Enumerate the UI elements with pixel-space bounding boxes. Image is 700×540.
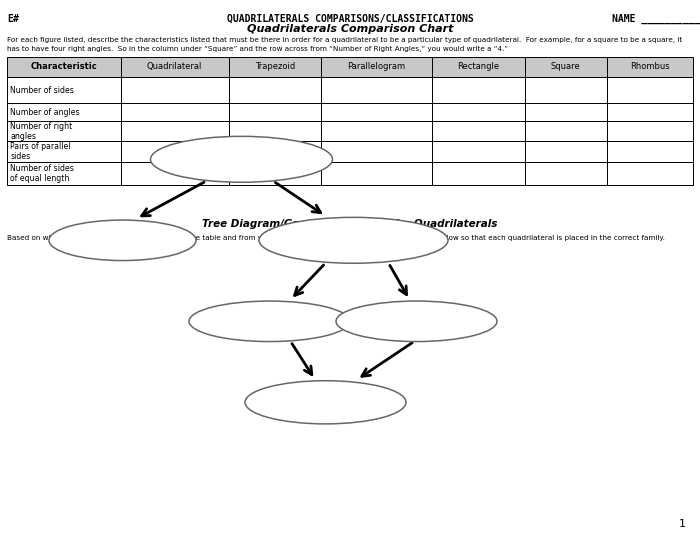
Bar (7, 141, 120, 162)
Ellipse shape (150, 137, 332, 183)
Text: Rectangle: Rectangle (457, 63, 500, 71)
Text: Rhombus: Rhombus (630, 63, 670, 71)
Bar (229, 141, 321, 162)
Bar (432, 57, 524, 77)
Text: Number of right
angles: Number of right angles (10, 122, 73, 141)
Text: Characteristic: Characteristic (30, 63, 97, 71)
Bar (524, 141, 607, 162)
Text: Quadrilaterals Comparison Chart: Quadrilaterals Comparison Chart (246, 24, 454, 35)
Bar (607, 103, 693, 121)
Bar (321, 121, 432, 141)
Bar (229, 103, 321, 121)
Text: Number of sides
of equal length: Number of sides of equal length (10, 164, 74, 183)
Bar (607, 77, 693, 103)
Text: has to have four right angles.  So in the column under “Square” and the row acro: has to have four right angles. So in the… (7, 46, 508, 52)
Text: Number of angles: Number of angles (10, 107, 80, 117)
Bar (7, 121, 120, 141)
Bar (229, 77, 321, 103)
Text: For each figure listed, describe the characteristics listed that must be there i: For each figure listed, describe the cha… (7, 37, 682, 43)
Text: Trapezoid: Trapezoid (255, 63, 295, 71)
Text: Tree Diagram/Graphic Organizer for Quadrilaterals: Tree Diagram/Graphic Organizer for Quadr… (202, 219, 498, 229)
Bar (432, 141, 524, 162)
Bar (120, 121, 229, 141)
Text: Quadrilateral: Quadrilateral (147, 63, 202, 71)
Bar (607, 162, 693, 185)
Bar (120, 162, 229, 185)
Bar (524, 121, 607, 141)
Bar (432, 103, 524, 121)
Bar (432, 121, 524, 141)
Bar (321, 57, 432, 77)
Bar (321, 162, 432, 185)
Bar (120, 103, 229, 121)
Ellipse shape (245, 381, 406, 424)
Ellipse shape (259, 217, 448, 263)
Bar (607, 57, 693, 77)
Bar (120, 141, 229, 162)
Text: Number of sides: Number of sides (10, 86, 74, 94)
Bar (120, 57, 229, 77)
Bar (607, 141, 693, 162)
Text: 1: 1 (679, 519, 686, 529)
Bar (432, 77, 524, 103)
Ellipse shape (49, 220, 196, 260)
Bar (524, 77, 607, 103)
Bar (7, 162, 120, 185)
Bar (432, 162, 524, 185)
Bar (7, 103, 120, 121)
Text: NAME ___________________________: NAME ___________________________ (612, 14, 700, 24)
Ellipse shape (189, 301, 350, 341)
Bar (229, 162, 321, 185)
Bar (229, 57, 321, 77)
Text: Pairs of parallel
sides: Pairs of parallel sides (10, 142, 71, 161)
Bar (524, 162, 607, 185)
Bar (321, 77, 432, 103)
Bar (229, 121, 321, 141)
Bar (607, 121, 693, 141)
Text: Square: Square (551, 63, 580, 71)
Bar (524, 57, 607, 77)
Bar (524, 103, 607, 121)
Bar (120, 77, 229, 103)
Bar (7, 57, 120, 77)
Text: Parallelogram: Parallelogram (348, 63, 406, 71)
Bar (321, 103, 432, 121)
Text: QUADRILATERALS COMPARISONS/CLASSIFICATIONS: QUADRILATERALS COMPARISONS/CLASSIFICATIO… (227, 14, 473, 24)
Bar (321, 141, 432, 162)
Ellipse shape (336, 301, 497, 341)
Text: E#: E# (7, 14, 19, 24)
Bar (7, 77, 120, 103)
Text: Based on what you have already figured out from the table and from your definiti: Based on what you have already figured o… (7, 235, 665, 241)
